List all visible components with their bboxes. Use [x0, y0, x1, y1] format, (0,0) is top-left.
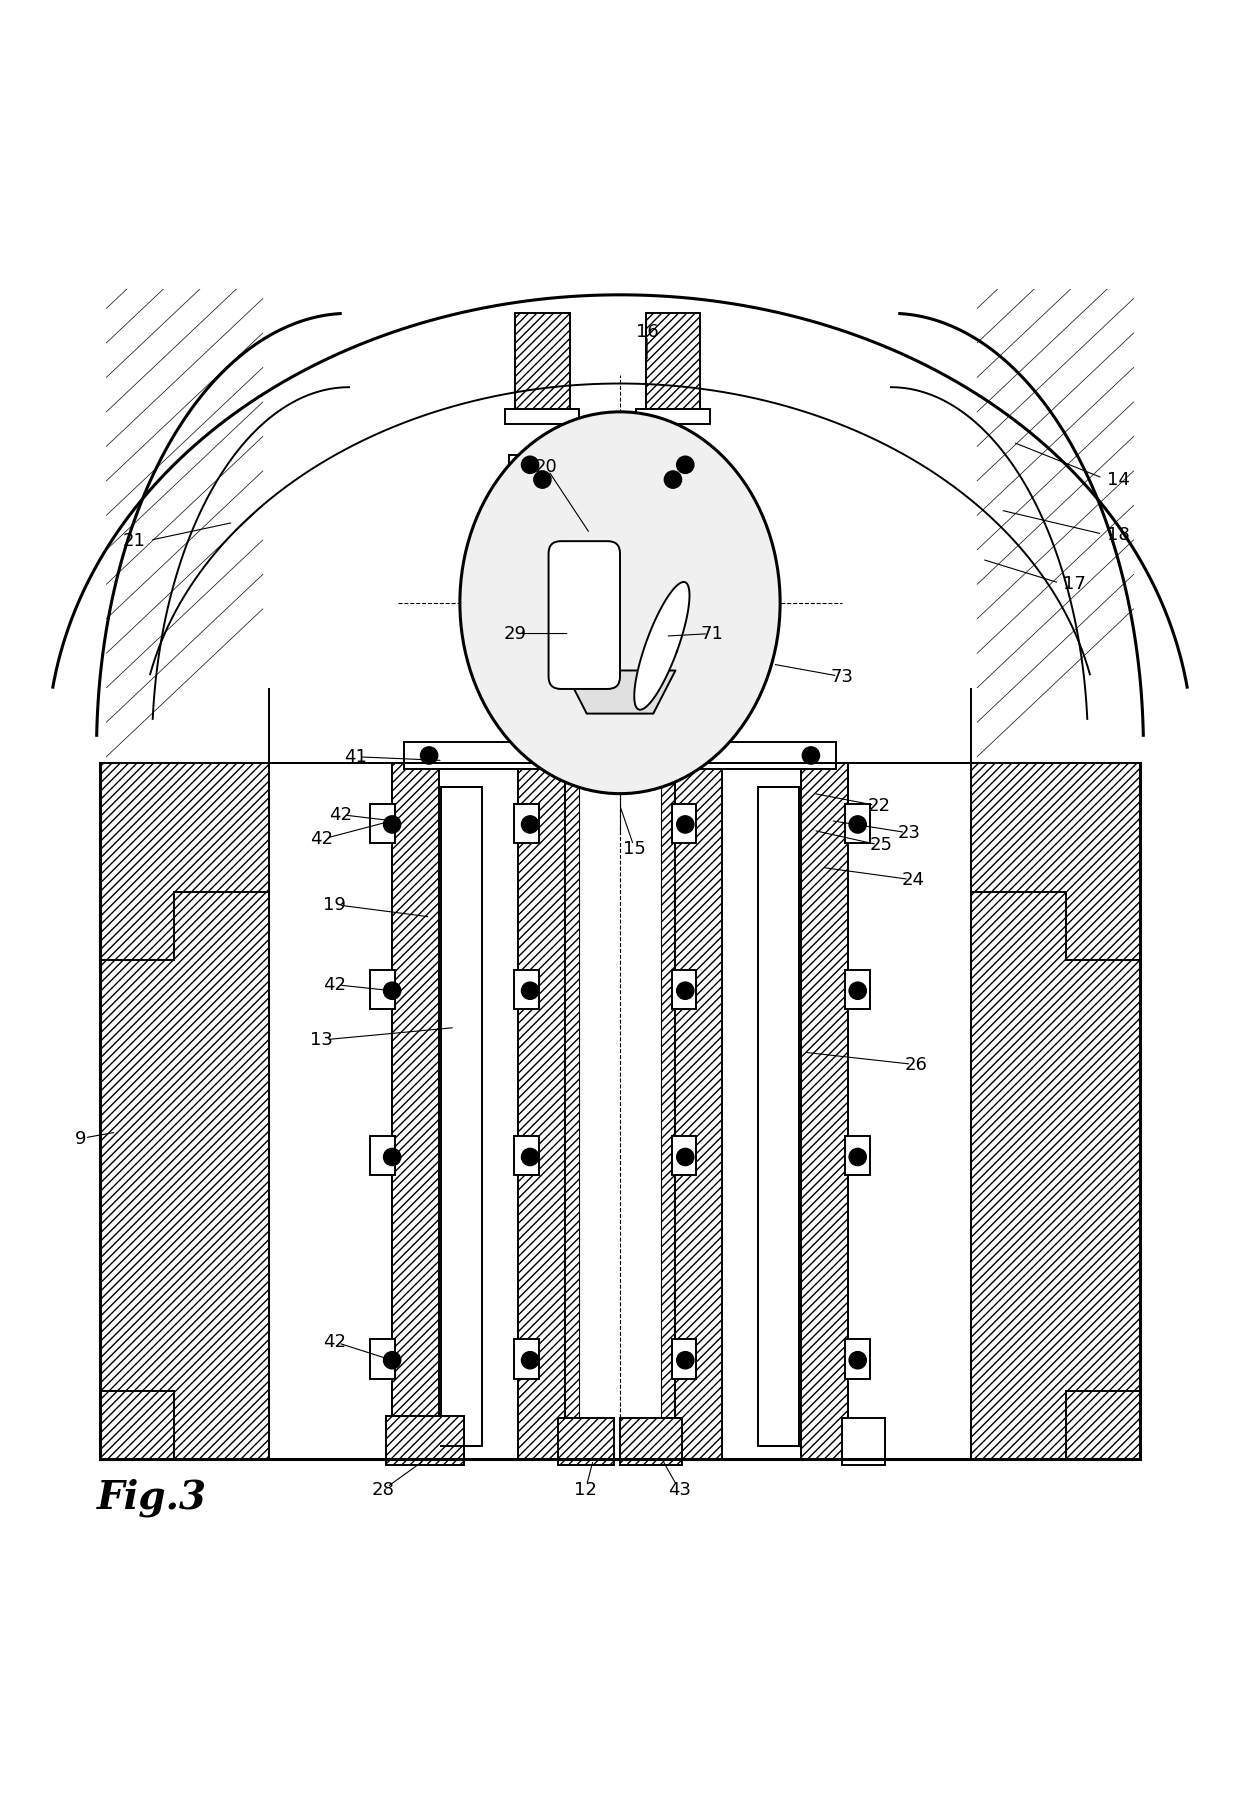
Text: 42: 42 [329, 805, 352, 823]
Bar [558, 1418, 615, 1465]
Bar [439, 763, 518, 1458]
Text: 20: 20 [534, 458, 558, 476]
Text: 28: 28 [372, 1480, 396, 1498]
Text: 22: 22 [867, 798, 890, 816]
Bar [846, 803, 870, 843]
Circle shape [522, 456, 538, 474]
Bar [801, 763, 848, 1458]
Bar [370, 970, 394, 1009]
Bar [620, 1418, 682, 1465]
Text: 42: 42 [310, 830, 334, 848]
Text: 15: 15 [624, 839, 646, 857]
Text: 71: 71 [701, 624, 724, 642]
Text: 17: 17 [1064, 575, 1086, 593]
Bar [515, 803, 538, 843]
Text: 73: 73 [831, 668, 853, 686]
Bar [722, 763, 801, 1458]
Circle shape [522, 1351, 538, 1369]
Bar [672, 803, 697, 843]
Text: 12: 12 [574, 1480, 596, 1498]
Circle shape [677, 982, 694, 999]
Bar [386, 1416, 464, 1465]
Polygon shape [634, 582, 689, 709]
Bar [506, 409, 579, 423]
Circle shape [665, 470, 682, 488]
Text: 23: 23 [898, 825, 921, 841]
Bar [515, 1339, 538, 1378]
Bar [370, 803, 394, 843]
Bar [392, 763, 439, 1458]
Text: 43: 43 [667, 1480, 691, 1498]
Bar [510, 454, 575, 474]
Circle shape [849, 816, 867, 834]
Text: 16: 16 [636, 322, 658, 340]
Bar [100, 763, 269, 1458]
Text: 26: 26 [904, 1056, 928, 1073]
Text: 21: 21 [123, 532, 146, 550]
Bar [370, 1339, 394, 1378]
Bar [842, 1418, 885, 1465]
Text: 42: 42 [322, 1333, 346, 1351]
Text: 9: 9 [74, 1129, 87, 1147]
Text: 18: 18 [1106, 526, 1130, 545]
Circle shape [383, 1149, 401, 1165]
Circle shape [522, 982, 538, 999]
Bar [441, 787, 482, 1447]
Circle shape [420, 747, 438, 763]
Circle shape [849, 1149, 867, 1165]
Circle shape [677, 816, 694, 834]
Bar [688, 742, 836, 769]
Bar [579, 675, 661, 1458]
Circle shape [677, 1351, 694, 1369]
Circle shape [383, 1351, 401, 1369]
Bar [971, 763, 1140, 1458]
Text: Fig.3: Fig.3 [97, 1480, 207, 1518]
Circle shape [522, 816, 538, 834]
Text: 41: 41 [343, 747, 367, 765]
Circle shape [849, 982, 867, 999]
Bar [676, 763, 722, 1458]
Circle shape [677, 456, 694, 474]
Bar [672, 1339, 697, 1378]
Circle shape [677, 1149, 694, 1165]
Text: 29: 29 [503, 624, 527, 642]
Circle shape [533, 470, 551, 488]
Circle shape [802, 747, 820, 763]
Text: 25: 25 [869, 836, 893, 854]
FancyBboxPatch shape [548, 541, 620, 689]
Bar [404, 742, 552, 769]
Text: 13: 13 [310, 1031, 334, 1049]
Bar [640, 454, 707, 474]
Bar [564, 664, 676, 1458]
Bar [370, 1136, 394, 1176]
Circle shape [849, 1351, 867, 1369]
Text: 24: 24 [901, 870, 925, 888]
Text: 42: 42 [322, 975, 346, 993]
Bar [515, 1136, 538, 1176]
Circle shape [383, 982, 401, 999]
Bar [672, 1136, 697, 1176]
Polygon shape [564, 671, 676, 713]
Circle shape [383, 816, 401, 834]
Bar [518, 763, 564, 1458]
Bar [515, 970, 538, 1009]
Text: 19: 19 [322, 895, 346, 914]
Bar [672, 970, 697, 1009]
Ellipse shape [460, 412, 780, 794]
Text: 14: 14 [1106, 470, 1130, 488]
Bar [846, 1136, 870, 1176]
Bar [516, 313, 569, 412]
Bar [758, 787, 799, 1447]
Bar [646, 313, 701, 412]
Bar [846, 1339, 870, 1378]
Circle shape [522, 1149, 538, 1165]
Bar [636, 409, 711, 423]
Bar [846, 970, 870, 1009]
